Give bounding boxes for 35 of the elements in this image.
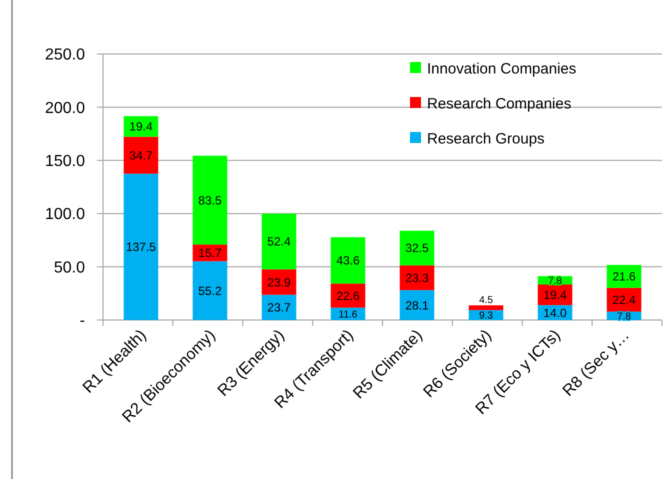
data-label: 83.5	[198, 193, 222, 208]
data-label: 15.7	[198, 246, 222, 260]
data-label: 32.5	[405, 241, 430, 256]
data-label: 23.3	[405, 270, 430, 285]
data-label: 55.2	[198, 284, 222, 298]
data-label: 4.5	[479, 294, 494, 306]
data-label: 11.6	[338, 309, 358, 320]
data-label: 19.4	[543, 288, 568, 302]
data-label: 28.1	[405, 298, 430, 312]
y-tick-label: -	[80, 312, 85, 330]
y-tick-label: 250.0	[44, 46, 86, 64]
data-label: 137.5	[126, 240, 156, 254]
data-label: 43.6	[336, 254, 360, 268]
legend-label: Innovation Companies	[427, 60, 576, 78]
legend-label: Research Companies	[427, 95, 572, 112]
y-tick-label: 50.0	[54, 259, 86, 276]
y-tick-label: 200.0	[44, 100, 86, 117]
bar	[468, 305, 504, 310]
data-label: 19.4	[129, 120, 153, 134]
data-label: 21.6	[612, 270, 636, 284]
data-label: 23.7	[267, 300, 291, 315]
data-label: 52.4	[267, 234, 291, 249]
data-label: 22.6	[336, 288, 360, 303]
bar	[192, 156, 228, 245]
bar	[124, 174, 158, 320]
y-tick-label: 150.0	[44, 153, 86, 170]
data-label: 7.8	[548, 276, 562, 287]
data-label: 22.4	[612, 292, 636, 307]
data-label: 34.7	[129, 148, 153, 162]
data-label: 23.9	[267, 275, 291, 290]
y-tick-label: 100.0	[44, 206, 86, 224]
data-label: 9.3	[479, 310, 494, 322]
data-label: 14.0	[543, 306, 568, 320]
legend-label: Research Groups	[427, 130, 545, 148]
data-label: 7.8	[617, 311, 632, 322]
